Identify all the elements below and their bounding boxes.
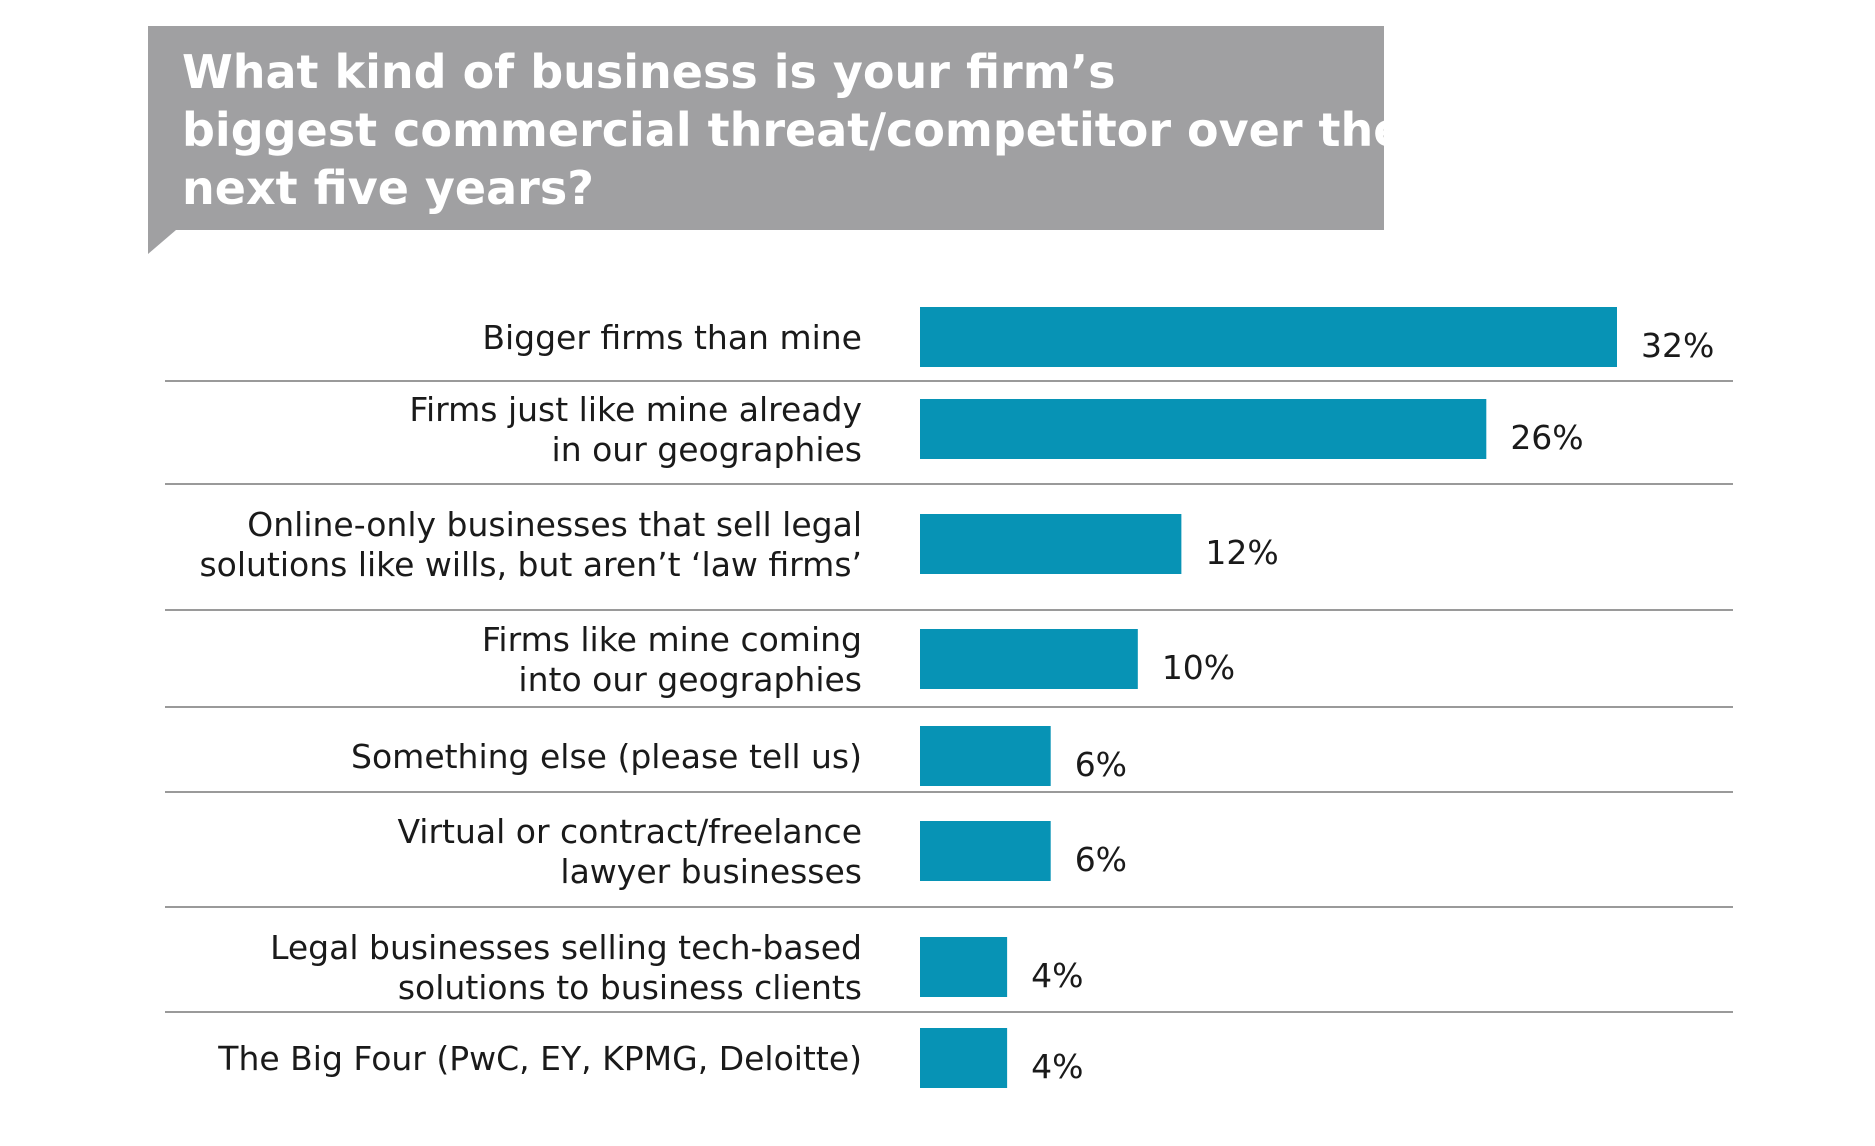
bar: [920, 399, 1487, 459]
category-label: Firms just like mine already in our geogr…: [409, 390, 862, 469]
value-label: 32%: [1641, 326, 1714, 365]
category-label-line: into our geographies: [518, 660, 862, 699]
category-label: Firms like mine coming into our geographi…: [482, 620, 862, 699]
title-banner: What kind of business is your firm’s bigg…: [148, 26, 1404, 254]
value-label: 6%: [1075, 840, 1127, 879]
bar: [920, 629, 1138, 689]
category-label-line: solutions to business clients: [398, 968, 862, 1007]
value-label: 26%: [1510, 418, 1583, 457]
title-box: [148, 26, 1384, 230]
bar: [920, 307, 1617, 367]
bar: [920, 1028, 1008, 1088]
category-labels: Bigger firms than mine Firms just like mi…: [199, 318, 862, 1078]
chart-title-line: next five years?: [182, 161, 594, 215]
value-label: 6%: [1075, 745, 1127, 784]
bar: [920, 726, 1051, 786]
value-label: 4%: [1031, 956, 1083, 995]
category-label: Something else (please tell us): [351, 737, 862, 776]
category-label: Virtual or contract/freelance lawyer busi…: [397, 812, 862, 891]
category-label: Bigger firms than mine: [482, 318, 862, 357]
category-label-line: Firms just like mine already: [409, 390, 862, 429]
category-label: Online-only businesses that sell legal so…: [199, 505, 862, 584]
category-label-line: Something else (please tell us): [351, 737, 862, 776]
chart-title-line: What kind of business is your firm’s: [182, 45, 1116, 99]
row-dividers: [165, 380, 1733, 1013]
category-label-line: Virtual or contract/freelance: [397, 812, 862, 851]
title-box-tail: [148, 230, 176, 254]
category-label-line: Legal businesses selling tech-based: [270, 928, 862, 967]
value-label: 10%: [1162, 648, 1235, 687]
value-labels: 32% 26% 12% 10% 6% 6% 4% 4%: [1031, 326, 1714, 1086]
category-label-line: lawyer businesses: [560, 852, 862, 891]
bar: [920, 514, 1182, 574]
value-label: 4%: [1031, 1047, 1083, 1086]
bars: [920, 307, 1617, 1088]
category-label-line: Firms like mine coming: [482, 620, 862, 659]
value-label: 12%: [1205, 533, 1278, 572]
category-label-line: Bigger firms than mine: [482, 318, 862, 357]
chart-title-line: biggest commercial threat/competitor ove…: [182, 103, 1404, 157]
category-label: Legal businesses selling tech-based solut…: [270, 928, 862, 1007]
category-label: The Big Four (PwC, EY, KPMG, Deloitte): [217, 1039, 862, 1078]
category-label-line: solutions like wills, but aren’t ‘law fi…: [199, 545, 862, 584]
category-label-line: The Big Four (PwC, EY, KPMG, Deloitte): [217, 1039, 862, 1078]
bar: [920, 821, 1051, 881]
category-label-line: in our geographies: [552, 430, 862, 469]
bar: [920, 937, 1008, 997]
chart-title: What kind of business is your firm’s bigg…: [182, 45, 1404, 215]
category-label-line: Online-only businesses that sell legal: [247, 505, 862, 544]
